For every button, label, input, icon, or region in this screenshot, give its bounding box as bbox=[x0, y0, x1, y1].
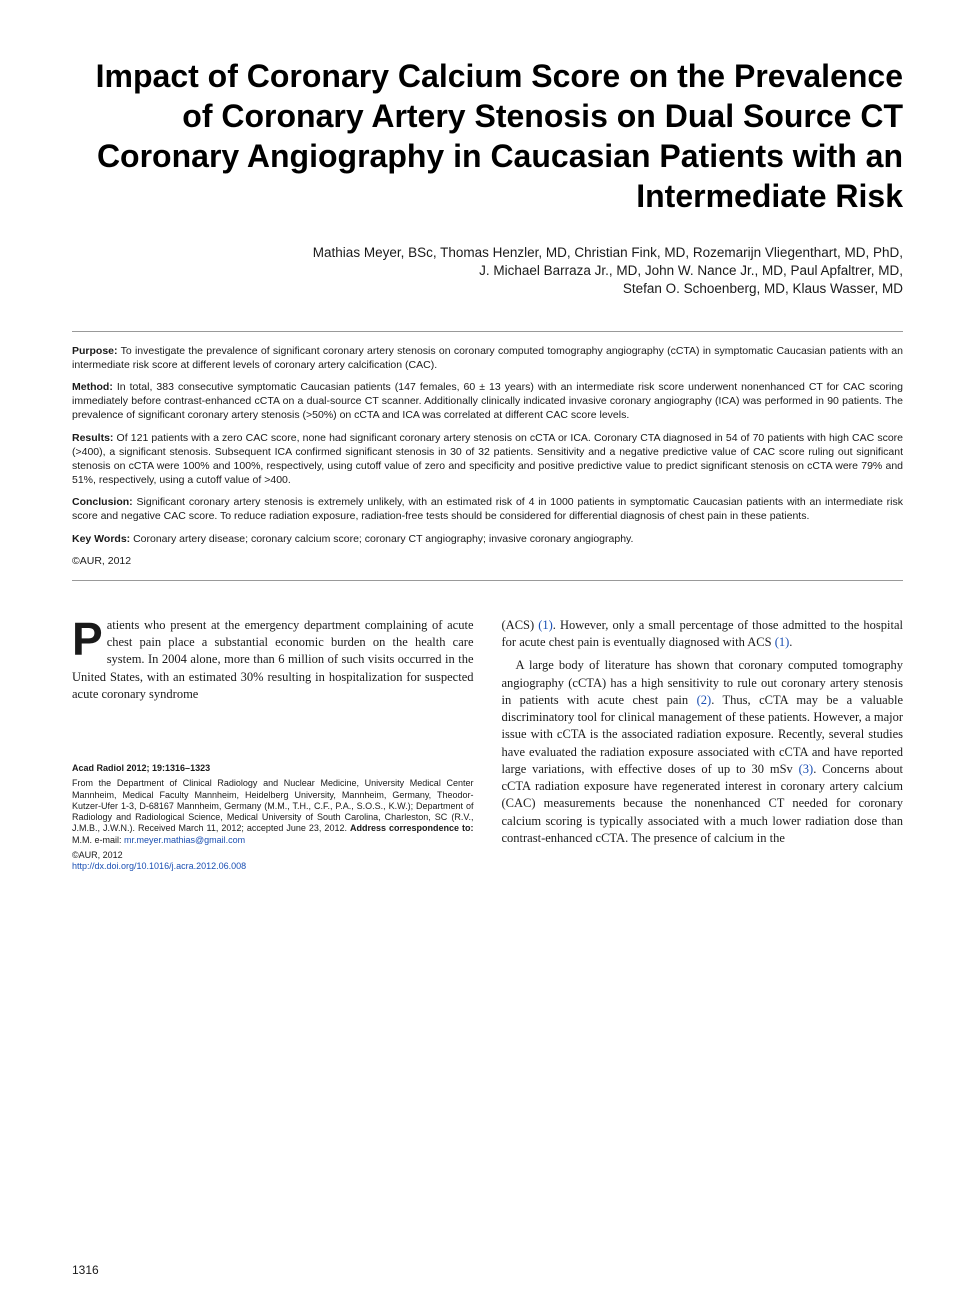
abstract-label: Method: bbox=[72, 381, 113, 393]
body-text: (ACS) bbox=[502, 618, 539, 632]
abstract-block: Purpose: To investigate the prevalence o… bbox=[72, 331, 903, 581]
body-paragraph: Patients who present at the emergency de… bbox=[72, 617, 474, 703]
page-number: 1316 bbox=[72, 1263, 99, 1277]
email-link[interactable]: mr.meyer.mathias@gmail.com bbox=[124, 835, 245, 845]
column-right: (ACS) (1). However, only a small percent… bbox=[502, 617, 904, 873]
authors-line: Stefan O. Schoenberg, MD, Klaus Wasser, … bbox=[72, 280, 903, 298]
drop-cap: P bbox=[72, 617, 107, 659]
address-label: Address correspondence to: bbox=[350, 823, 474, 833]
abstract-keywords: Key Words: Coronary artery disease; coro… bbox=[72, 532, 903, 546]
abstract-text: Of 121 patients with a zero CAC score, n… bbox=[72, 432, 903, 487]
column-left: Patients who present at the emergency de… bbox=[72, 617, 474, 873]
authors-line: J. Michael Barraza Jr., MD, John W. Nanc… bbox=[72, 262, 903, 280]
body-paragraph: A large body of literature has shown tha… bbox=[502, 657, 904, 847]
abstract-purpose: Purpose: To investigate the prevalence o… bbox=[72, 344, 903, 372]
footer-block: Acad Radiol 2012; 19:1316–1323 From the … bbox=[72, 763, 474, 872]
citation-ref[interactable]: (1) bbox=[775, 635, 790, 649]
body-text: . However, only a small percentage of th… bbox=[502, 618, 904, 649]
citation-ref[interactable]: (1) bbox=[538, 618, 553, 632]
abstract-text: To investigate the prevalence of signifi… bbox=[72, 345, 903, 371]
abstract-text: Coronary artery disease; coronary calciu… bbox=[130, 533, 633, 545]
affiliation-text: From the Department of Clinical Radiolog… bbox=[72, 778, 474, 846]
abstract-label: Key Words: bbox=[72, 533, 130, 545]
body-text: atients who present at the emergency dep… bbox=[72, 618, 474, 701]
footer-copyright: ©AUR, 2012 bbox=[72, 850, 474, 861]
body-paragraph: (ACS) (1). However, only a small percent… bbox=[502, 617, 904, 652]
authors-block: Mathias Meyer, BSc, Thomas Henzler, MD, … bbox=[72, 244, 903, 299]
body-text: . bbox=[789, 635, 792, 649]
body-columns: Patients who present at the emergency de… bbox=[72, 617, 903, 873]
abstract-results: Results: Of 121 patients with a zero CAC… bbox=[72, 431, 903, 488]
authors-line: Mathias Meyer, BSc, Thomas Henzler, MD, … bbox=[72, 244, 903, 262]
citation-ref[interactable]: (3) bbox=[799, 762, 814, 776]
citation-line: Acad Radiol 2012; 19:1316–1323 bbox=[72, 763, 474, 774]
abstract-method: Method: In total, 383 consecutive sympto… bbox=[72, 380, 903, 423]
article-title: Impact of Coronary Calcium Score on the … bbox=[72, 56, 903, 216]
abstract-conclusion: Conclusion: Significant coronary artery … bbox=[72, 495, 903, 523]
abstract-label: Purpose: bbox=[72, 345, 118, 357]
doi-link[interactable]: http://dx.doi.org/10.1016/j.acra.2012.06… bbox=[72, 861, 474, 872]
abstract-label: Conclusion: bbox=[72, 496, 133, 508]
abstract-text: Significant coronary artery stenosis is … bbox=[72, 496, 903, 522]
abstract-label: Results: bbox=[72, 432, 113, 444]
citation-ref[interactable]: (2) bbox=[697, 693, 712, 707]
abstract-text: In total, 383 consecutive symptomatic Ca… bbox=[72, 381, 903, 421]
affil-text: M.M. e-mail: bbox=[72, 835, 124, 845]
abstract-copyright: ©AUR, 2012 bbox=[72, 554, 903, 568]
